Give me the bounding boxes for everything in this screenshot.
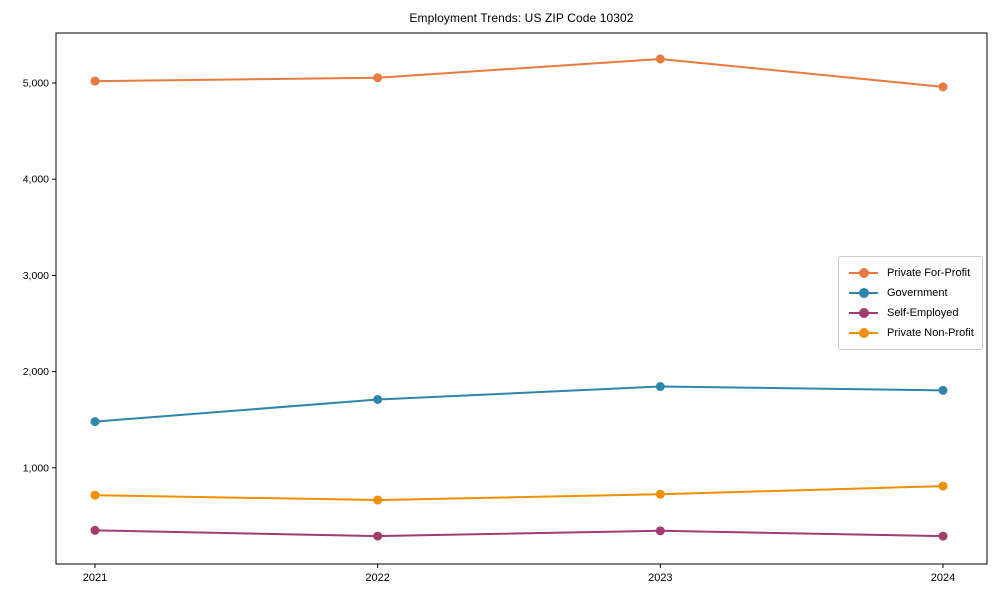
- series-line-self-employed: [94, 529, 944, 538]
- x-tick-label: 2021: [83, 572, 107, 584]
- data-point-government-2023: [655, 382, 665, 392]
- data-point-self-employed-2023: [655, 526, 665, 536]
- data-point-government-2024: [938, 385, 948, 395]
- data-point-private-for-profit-2022: [373, 73, 383, 83]
- series-line-private-for-profit: [94, 57, 944, 88]
- y-tick-label: 1,000: [23, 462, 49, 474]
- legend-marker-icon: [849, 328, 878, 338]
- legend-label: Private For-Profit: [887, 267, 971, 279]
- data-point-self-employed-2024: [938, 531, 948, 541]
- data-point-private-for-profit-2024: [938, 82, 948, 92]
- data-point-private-non-profit-2021: [90, 490, 100, 500]
- legend-item-private-non-profit: Private Non-Profit: [839, 323, 976, 343]
- series-line-government: [94, 385, 944, 423]
- x-tick-label: 2022: [365, 572, 389, 584]
- legend-item-private-for-profit: Private For-Profit: [839, 263, 976, 283]
- y-tick-label: 4,000: [23, 174, 49, 186]
- data-point-private-for-profit-2023: [655, 54, 665, 64]
- chart-title: Employment Trends: US ZIP Code 10302: [409, 11, 634, 25]
- y-tick-label: 3,000: [23, 270, 49, 282]
- legend-item-self-employed: Self-Employed: [839, 303, 976, 323]
- data-point-private-non-profit-2024: [938, 481, 948, 491]
- data-point-private-for-profit-2021: [90, 76, 100, 86]
- series-line-private-non-profit: [94, 485, 944, 502]
- legend-marker-icon: [849, 288, 878, 298]
- plot-frame: [55, 32, 988, 565]
- legend-label: Private Non-Profit: [887, 327, 974, 339]
- data-point-government-2022: [373, 395, 383, 405]
- legend-marker-icon: [849, 308, 878, 318]
- x-tick-label: 2023: [648, 572, 672, 584]
- data-point-self-employed-2022: [373, 531, 383, 541]
- legend-label: Government: [887, 287, 948, 299]
- data-point-government-2021: [90, 417, 100, 427]
- y-tick-label: 5,000: [23, 78, 49, 90]
- legend-label: Self-Employed: [887, 307, 959, 319]
- y-tick-label: 2,000: [23, 366, 49, 378]
- legend-item-government: Government: [839, 283, 976, 303]
- x-tick-label: 2024: [931, 572, 955, 584]
- legend-marker-icon: [849, 268, 878, 278]
- data-point-self-employed-2021: [90, 525, 100, 535]
- legend: Private For-Profit Government Self-Employe…: [838, 256, 983, 350]
- data-point-private-non-profit-2023: [655, 489, 665, 499]
- data-point-private-non-profit-2022: [373, 495, 383, 505]
